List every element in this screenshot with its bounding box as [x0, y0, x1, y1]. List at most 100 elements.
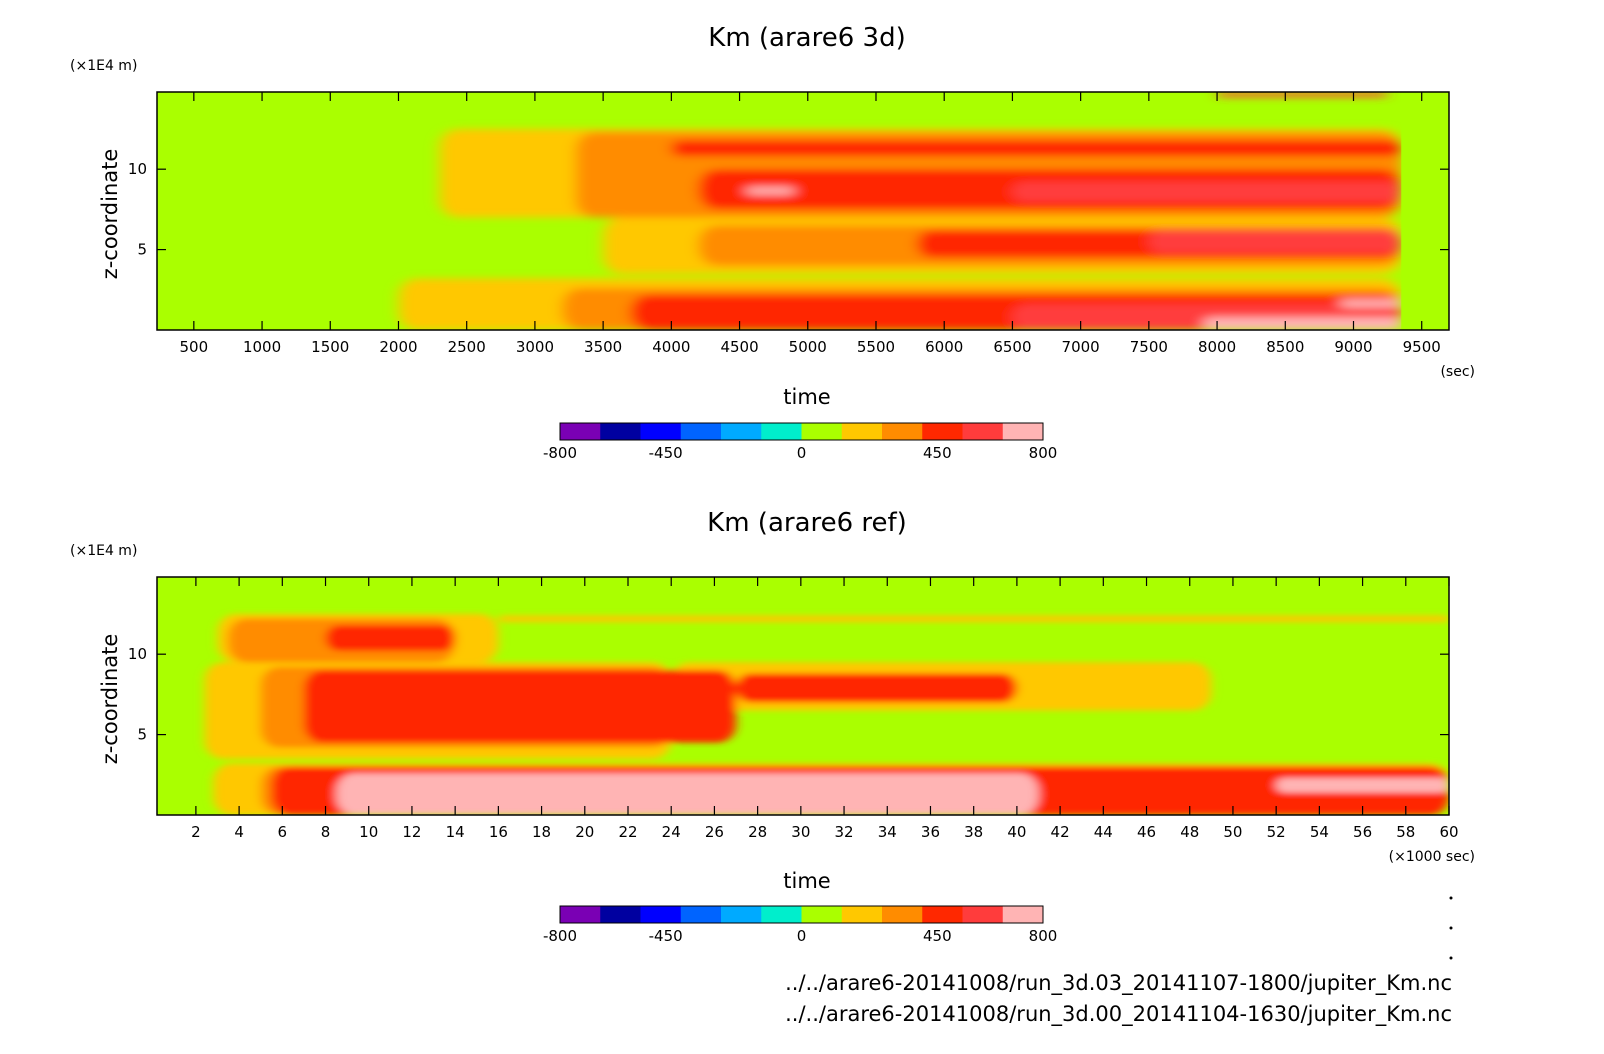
- x-tick-label: 46: [1137, 823, 1156, 841]
- footer: ../../arare6-20141008/run_3d.03_20141107…: [785, 896, 1453, 1027]
- contour-region: [1339, 299, 1402, 308]
- x-tick-label: 20: [575, 823, 594, 841]
- panel-1-y-ticks: 5 10: [128, 160, 1449, 259]
- colorbar-label: 800: [1029, 927, 1058, 945]
- colorbar-swatch: [600, 423, 641, 440]
- contour-region: [1276, 778, 1449, 793]
- panel-1-y-unit: (×1E4 m): [70, 58, 137, 74]
- x-tick-label: 16: [489, 823, 508, 841]
- colorbar-swatch: [882, 906, 923, 923]
- colorbar-label: -450: [649, 444, 683, 462]
- colorbar-swatch: [721, 423, 762, 440]
- panel-2-x-axis-label: time: [783, 869, 830, 893]
- colorbar-swatch: [801, 906, 843, 923]
- y-tick-label: 5: [137, 241, 147, 259]
- x-tick-label: 2000: [379, 338, 417, 356]
- panel-1-title: Km (arare6 3d): [708, 23, 905, 53]
- colorbar-label: 800: [1029, 444, 1058, 462]
- contour-region: [303, 670, 737, 743]
- x-tick-label: 2: [191, 823, 201, 841]
- contour-region: [671, 140, 1402, 157]
- x-tick-label: 1000: [243, 338, 281, 356]
- x-tick-label: 4: [234, 823, 244, 841]
- x-tick-label: 9000: [1334, 338, 1372, 356]
- x-tick-label: 28: [748, 823, 767, 841]
- x-tick-label: 38: [964, 823, 983, 841]
- contour-region: [336, 773, 1039, 815]
- x-tick-label: 7000: [1062, 338, 1100, 356]
- file-path-1: ../../arare6-20141008/run_3d.03_20141107…: [785, 971, 1452, 996]
- colorbar-swatch: [680, 423, 722, 440]
- x-tick-label: 1500: [311, 338, 349, 356]
- x-tick-label: 22: [618, 823, 637, 841]
- colorbar-swatch: [1002, 906, 1044, 923]
- colorbar-frame: [559, 422, 1044, 441]
- colorbar-swatch: [841, 423, 883, 440]
- x-tick-label: 6000: [925, 338, 963, 356]
- x-tick-label: 8: [321, 823, 331, 841]
- panel-2-x-unit: (×1000 sec): [1389, 849, 1475, 865]
- x-tick-label: 40: [1007, 823, 1026, 841]
- contour-region: [746, 186, 795, 195]
- x-tick-label: 42: [1051, 823, 1070, 841]
- x-tick-label: 56: [1353, 823, 1372, 841]
- contour-region: [1148, 230, 1402, 253]
- colorbar-swatch: [761, 423, 802, 440]
- colorbar-swatch: [882, 423, 923, 440]
- footer-dot: [1449, 926, 1453, 930]
- x-tick-label: 3000: [516, 338, 554, 356]
- panel-2-frame: [156, 576, 1450, 816]
- x-tick-label: 2500: [448, 338, 486, 356]
- x-tick-label: 32: [835, 823, 854, 841]
- x-tick-label: 9500: [1403, 338, 1441, 356]
- footer-dot: [1449, 896, 1453, 900]
- panel-1-frame: [156, 91, 1450, 331]
- contour-region: [1203, 317, 1402, 330]
- colorbar-swatch: [1002, 423, 1044, 440]
- x-tick-label: 58: [1396, 823, 1415, 841]
- colorbar-swatch: [761, 906, 802, 923]
- panel-1-x-axis-label: time: [783, 385, 830, 409]
- colorbar-label: 0: [797, 444, 807, 462]
- colorbar-label: -450: [649, 927, 683, 945]
- colorbar-swatch: [922, 906, 963, 923]
- colorbar-frame: [559, 905, 1044, 924]
- panel-2-plot-area: [157, 577, 1449, 815]
- x-tick-label: 6: [278, 823, 288, 841]
- panel-2-x-ticks: 2 4 6 8 10 12 14 16 18 20 22 24 26 28 30 32 34 36 38 40 42 44…: [191, 577, 1459, 841]
- contour-region: [1012, 182, 1402, 202]
- panel-2-y-axis-label: z-coordinate: [98, 634, 122, 765]
- panel-2-title: Km (arare6 ref): [707, 508, 907, 538]
- contour-region: [1217, 92, 1388, 97]
- colorbar-swatch: [721, 906, 762, 923]
- colorbar-label: -800: [543, 927, 577, 945]
- x-tick-label: 18: [532, 823, 551, 841]
- y-tick-label: 10: [128, 645, 147, 663]
- colorbar-swatch: [640, 423, 682, 440]
- x-tick-label: 24: [662, 823, 681, 841]
- x-tick-label: 5500: [857, 338, 895, 356]
- colorbar-label: 0: [797, 927, 807, 945]
- panel-1: Km (arare6 3d) (×1E4 m) 500 1000 1500 2000 2…: [70, 23, 1475, 462]
- panel-1-x-unit: (sec): [1440, 364, 1475, 380]
- x-tick-label: 50: [1223, 823, 1242, 841]
- panel-2-y-unit: (×1E4 m): [70, 543, 137, 559]
- x-tick-label: 34: [878, 823, 897, 841]
- contour-region: [498, 615, 1449, 623]
- panel-1-y-axis-label: z-coordinate: [98, 149, 122, 280]
- x-tick-label: 3500: [584, 338, 622, 356]
- x-tick-label: 8500: [1266, 338, 1304, 356]
- x-tick-label: 60: [1439, 823, 1458, 841]
- x-tick-label: 4500: [720, 338, 758, 356]
- y-tick-label: 5: [137, 726, 147, 744]
- colorbar-swatch: [962, 423, 1004, 440]
- x-tick-label: 10: [359, 823, 378, 841]
- x-tick-label: 7500: [1130, 338, 1168, 356]
- x-tick-label: 5000: [789, 338, 827, 356]
- x-tick-label: 54: [1310, 823, 1329, 841]
- panel-2-contour-regions: [204, 613, 1449, 815]
- colorbar-swatch: [841, 906, 883, 923]
- colorbar-swatch: [801, 423, 843, 440]
- panel-2: Km (arare6 ref) (×1E4 m) 2 4 6 8 10 12 14 16 18 2…: [70, 508, 1475, 945]
